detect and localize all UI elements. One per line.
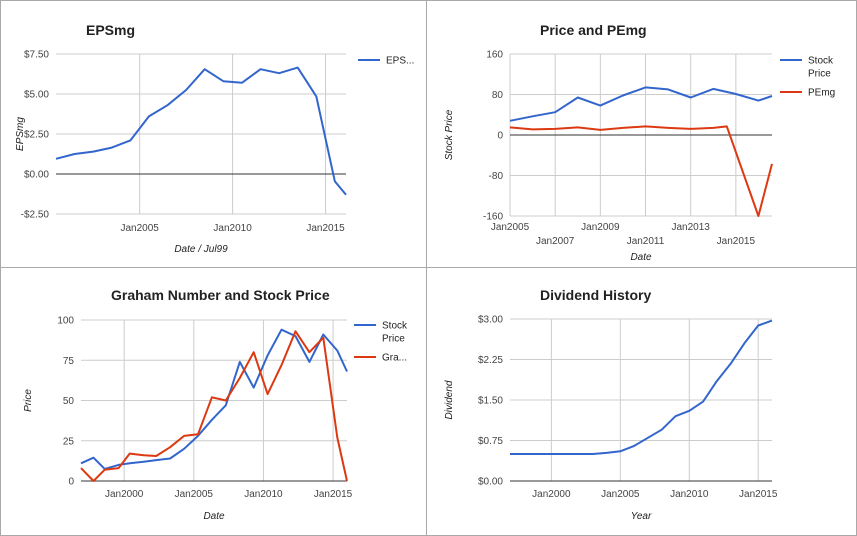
epsmg-y-tick-label: -$2.50 bbox=[21, 210, 50, 221]
epsmg-y-tick-label: $2.50 bbox=[24, 130, 49, 141]
epsmg-x-tick-label: Jan2010 bbox=[213, 223, 252, 234]
dividend-y-tick-label: $0.75 bbox=[478, 436, 503, 447]
graham-y-tick-label: 0 bbox=[68, 477, 74, 488]
graham-x-tick-label: Jan2015 bbox=[314, 489, 353, 500]
dividend-y-tick-label: $1.50 bbox=[478, 396, 503, 407]
graham-chart: Graham Number and Stock Price 100 75 50 25 0 J… bbox=[23, 287, 408, 522]
price-pemg-x-tick-label: Jan2011 bbox=[627, 236, 665, 247]
dividend-x-tick-label: Jan2000 bbox=[532, 489, 571, 500]
price-pemg-series-line-1 bbox=[509, 125, 773, 217]
graham-x-axis-label: Date bbox=[203, 511, 225, 522]
dividend-x-tick-label: Jan2015 bbox=[739, 489, 778, 500]
epsmg-x-tick-label: Jan2015 bbox=[306, 223, 345, 234]
graham-y-tick-label: 100 bbox=[57, 316, 74, 327]
graham-y-tick-label: 50 bbox=[63, 396, 75, 407]
graham-legend-label: Gra... bbox=[382, 353, 407, 364]
price-pemg-x-tick-label: Jan2005 bbox=[491, 222, 530, 233]
dividend-y-tick-label: $2.25 bbox=[478, 355, 503, 366]
price-pemg-y-tick-label: -160 bbox=[483, 212, 503, 223]
dividend-x-tick-label: Jan2010 bbox=[670, 489, 709, 500]
graham-title: Graham Number and Stock Price bbox=[111, 287, 330, 303]
graham-y-tick-label: 25 bbox=[63, 436, 75, 447]
dividend-y-tick-label: $0.00 bbox=[478, 477, 503, 488]
graham-legend-label: Stock Price bbox=[382, 321, 408, 345]
epsmg-y-axis-label: EPSmg bbox=[15, 117, 26, 151]
price-pemg-y-tick-label: 0 bbox=[497, 131, 503, 142]
price-pemg-x-tick-label: Jan2009 bbox=[581, 222, 620, 233]
epsmg-x-axis-label: Date / Jul99 bbox=[174, 244, 228, 255]
price-pemg-x-axis-label: Date bbox=[630, 252, 652, 263]
graham-panel: Graham Number and Stock Price 100 75 50 25 0 J… bbox=[0, 267, 427, 536]
dividend-chart: Dividend History $3.00 $2.25 $1.50 $0.75 $0.0… bbox=[444, 287, 778, 522]
graham-series-line-0 bbox=[80, 328, 348, 470]
graham-x-tick-label: Jan2010 bbox=[244, 489, 283, 500]
epsmg-title: EPSmg bbox=[86, 22, 135, 38]
epsmg-chart: EPSmg $7.50 $5.00 $2.50 $0.00 -$2.50 Jan2005 Ja… bbox=[15, 22, 414, 255]
dividend-title: Dividend History bbox=[540, 287, 651, 303]
dividend-series-line-0 bbox=[510, 319, 773, 455]
price-pemg-panel: Price and PEmg 160 80 0 -80 -160 Jan2005 Jan200… bbox=[426, 0, 857, 268]
price-pemg-x-tick-label: Jan2007 bbox=[536, 236, 575, 247]
epsmg-legend-label: EPS... bbox=[386, 56, 414, 67]
epsmg-panel: EPSmg $7.50 $5.00 $2.50 $0.00 -$2.50 Jan2005 Ja… bbox=[0, 0, 427, 268]
price-pemg-y-tick-label: -80 bbox=[489, 171, 504, 182]
graham-y-tick-label: 75 bbox=[63, 356, 75, 367]
graham-y-axis-label: Price bbox=[23, 389, 34, 412]
graham-x-tick-label: Jan2005 bbox=[175, 489, 214, 500]
epsmg-y-tick-label: $7.50 bbox=[24, 50, 49, 61]
dividend-x-tick-label: Jan2005 bbox=[601, 489, 640, 500]
price-pemg-x-tick-label: Jan2013 bbox=[672, 222, 711, 233]
epsmg-y-tick-label: $0.00 bbox=[24, 170, 49, 181]
dividend-y-tick-label: $3.00 bbox=[478, 315, 503, 326]
price-pemg-y-axis-label: Stock Price bbox=[444, 109, 455, 160]
epsmg-series-line-0 bbox=[55, 66, 347, 196]
epsmg-x-tick-label: Jan2005 bbox=[120, 223, 159, 234]
dividend-panel: Dividend History $3.00 $2.25 $1.50 $0.75 $0.0… bbox=[426, 267, 857, 536]
graham-series-line-1 bbox=[80, 330, 348, 482]
dividend-x-axis-label: Year bbox=[631, 511, 652, 522]
dividend-y-axis-label: Dividend bbox=[444, 380, 455, 419]
price-pemg-title: Price and PEmg bbox=[540, 22, 647, 38]
price-pemg-y-tick-label: 80 bbox=[492, 90, 504, 101]
graham-x-tick-label: Jan2000 bbox=[105, 489, 144, 500]
price-pemg-legend-label: Stock Price bbox=[808, 56, 834, 80]
price-pemg-x-tick-label: Jan2015 bbox=[717, 236, 756, 247]
epsmg-y-tick-label: $5.00 bbox=[24, 90, 49, 101]
price-pemg-legend-label: PEmg bbox=[808, 88, 835, 99]
price-pemg-y-tick-label: 160 bbox=[486, 50, 503, 61]
price-pemg-series-line-0 bbox=[509, 86, 773, 122]
